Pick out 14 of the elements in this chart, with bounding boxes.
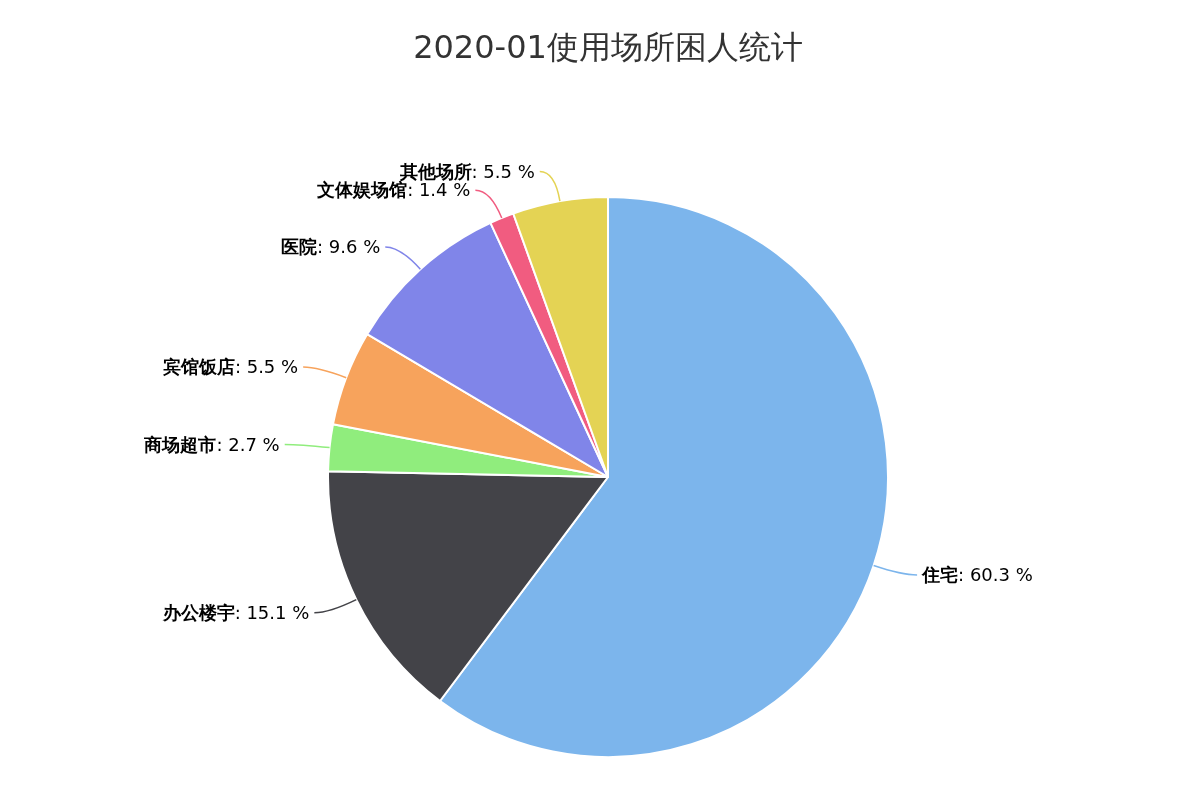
slice-label: 宾馆饭店 xyxy=(161,356,235,378)
slice-label: 办公楼宇 xyxy=(161,602,235,624)
data-label: : 9.6 % xyxy=(317,236,381,258)
slice-label: 医院 xyxy=(281,236,318,258)
data-label: : 2.7 % xyxy=(216,433,280,455)
slice-label: 商场超市 xyxy=(143,433,217,455)
slice-label: 文体娱场馆 xyxy=(316,179,408,201)
slice-label: 其他场所 xyxy=(398,160,472,182)
data-label: : 15.1 % xyxy=(234,602,310,624)
slice-label: 住宅 xyxy=(921,564,959,586)
chart-title: 2020-01使用场所困人统计 xyxy=(413,28,803,66)
data-label: : 5.5 % xyxy=(471,160,535,182)
data-label: : 60.3 % xyxy=(958,564,1033,586)
data-label: : 5.5 % xyxy=(234,356,299,378)
